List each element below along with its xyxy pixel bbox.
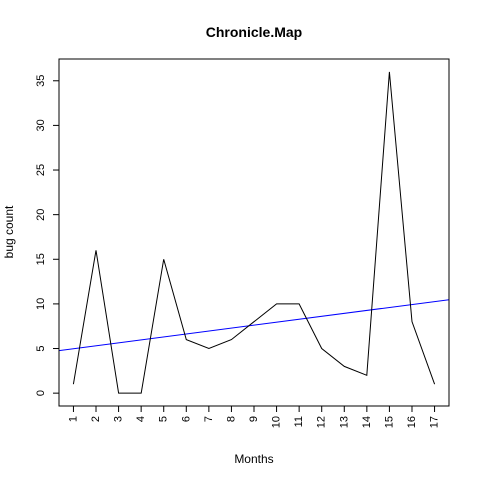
x-tick-label: 13 — [338, 416, 350, 428]
x-tick-label: 5 — [158, 416, 170, 422]
chart-title: Chronicle.Map — [206, 24, 302, 40]
x-tick-label: 3 — [113, 416, 125, 422]
y-axis: 0 5 10 15 20 25 30 35 — [35, 75, 60, 396]
x-axis-label: Months — [234, 452, 273, 466]
y-tick-label: 10 — [35, 298, 47, 310]
x-tick-label: 17 — [429, 416, 441, 428]
x-tick-label: 8 — [225, 416, 237, 422]
x-tick-label: 10 — [271, 416, 283, 428]
trend-line — [59, 299, 449, 352]
x-tick-label: 4 — [135, 416, 147, 422]
x-tick-label: 14 — [361, 416, 373, 428]
y-tick-label: 35 — [35, 75, 47, 87]
x-tick-label: 6 — [180, 416, 192, 422]
x-tick-label: 2 — [90, 416, 102, 422]
y-tick-label: 5 — [35, 345, 47, 351]
y-tick-label: 25 — [35, 164, 47, 176]
x-tick-label: 12 — [316, 416, 328, 428]
x-tick-label: 11 — [293, 416, 305, 427]
x-tick-label: 16 — [406, 416, 418, 428]
x-tick-label: 9 — [248, 416, 260, 422]
series-line-0 — [72, 71, 436, 394]
x-tick-label: 15 — [383, 416, 395, 428]
x-tick-label: 1 — [67, 416, 79, 422]
x-axis: 1 2 3 4 5 6 7 8 9 10 11 12 13 14 15 16 17 — [67, 405, 441, 428]
y-tick-label: 30 — [35, 119, 47, 131]
y-tick-label: 15 — [35, 253, 47, 265]
y-tick-label: 0 — [35, 390, 47, 396]
x-tick-label: 7 — [203, 416, 215, 422]
plot-area — [59, 71, 449, 394]
y-axis-label: bug count — [2, 205, 16, 258]
y-tick-label: 20 — [35, 209, 47, 221]
